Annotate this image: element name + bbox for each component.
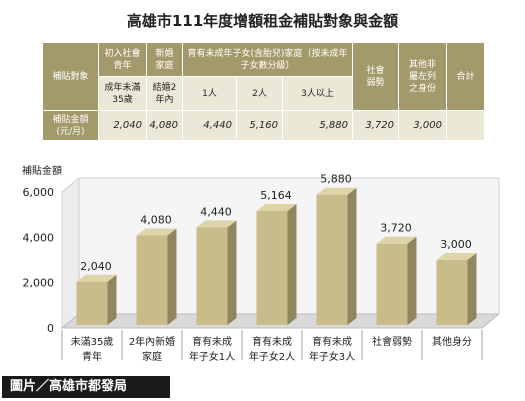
- y-tick-label: 0: [47, 322, 54, 335]
- x-tick-label: 育有未成: [312, 335, 352, 348]
- bar: [196, 227, 228, 325]
- bar-top: [196, 220, 237, 228]
- bar-side: [407, 236, 417, 325]
- group-children-label: 育有未成年子女(含胎兒)家庭（按未成年子女數分級）: [182, 42, 353, 77]
- group-total-label: 合計: [446, 42, 485, 111]
- y-tick-label: 6,000: [23, 186, 55, 199]
- data-label: 5,164: [260, 189, 292, 202]
- bar: [136, 235, 168, 325]
- amount-cell: 3,000: [398, 110, 447, 141]
- bar: [76, 281, 108, 325]
- group-newlywed-label: 新婚 家庭: [146, 42, 183, 77]
- bar-top: [316, 187, 357, 195]
- x-tick-label: 育有未成: [192, 335, 232, 348]
- x-tick-label: 育有未成: [252, 335, 292, 348]
- amount-cell: 2,040: [98, 110, 147, 141]
- amount-cell-total: [446, 110, 485, 141]
- chart-side-wall: [61, 176, 80, 330]
- data-label: 4,440: [200, 205, 232, 218]
- y-axis-label: 補貼金額: [22, 164, 62, 177]
- x-tick-label: 年子女1人: [189, 350, 235, 363]
- sub-label: 結婚2 年內: [152, 82, 177, 105]
- amount-cell: 4,080: [146, 110, 183, 141]
- data-label: 4,080: [140, 214, 172, 227]
- x-tick-label: 其他身分: [432, 335, 472, 348]
- y-tick-label: 2,000: [23, 277, 55, 290]
- data-label: 5,880: [320, 173, 352, 186]
- x-tick-label: 家庭: [142, 350, 162, 363]
- x-tick-label: 2年內新婚: [129, 335, 175, 348]
- chart-title: 高雄市111年度增額租金補貼對象與金額: [126, 12, 399, 30]
- bar-top: [436, 253, 477, 260]
- x-tick-label: 社會弱勢: [372, 335, 412, 348]
- bar-side: [167, 228, 177, 325]
- subsidy-table: 補貼對象 初入社會 青年 新婚 家庭 育有未成年子女(含胎兒)家庭（按未成年子女…: [42, 42, 485, 141]
- group-label: 初入社會 青年: [104, 48, 141, 71]
- bar-top: [376, 236, 417, 244]
- bar-top: [136, 228, 177, 236]
- sub-newlywed: 結婚2 年內: [146, 76, 183, 111]
- bar-side: [287, 203, 297, 325]
- bar-top: [76, 274, 117, 282]
- bar-top: [256, 203, 297, 211]
- photo-credit: 圖片／高雄市都發局: [2, 376, 170, 398]
- bar: [376, 243, 408, 325]
- group-label: 新婚 家庭: [155, 48, 174, 71]
- amount-cell: 3,720: [352, 110, 399, 141]
- y-tick-label: 4,000: [23, 231, 55, 244]
- x-tick-label: 年子女2人: [249, 350, 295, 363]
- group-label: 其他非 屬左列 之身份: [408, 59, 436, 94]
- bar: [316, 194, 348, 325]
- group-label: 社會 弱勢: [366, 65, 385, 88]
- x-tick-label: 青年: [82, 350, 102, 363]
- group-youth-label: 初入社會 青年: [98, 42, 147, 77]
- bar: [436, 260, 468, 325]
- data-label: 3,000: [440, 238, 472, 251]
- group-disadvantaged-label: 社會 弱勢: [352, 42, 399, 111]
- sub-children-3: 3人以上: [282, 76, 353, 111]
- x-tick-label: 年子女3人: [309, 350, 355, 363]
- data-label: 2,040: [80, 260, 112, 273]
- amount-header: 補貼金額 (元/月): [42, 110, 99, 141]
- sub-children-2: 2人: [236, 76, 283, 111]
- amount-cell: 5,160: [236, 110, 283, 141]
- sub-youth: 成年未滿 35歲: [98, 76, 147, 111]
- data-label: 3,720: [380, 222, 412, 235]
- bar-side: [227, 220, 237, 325]
- sub-label: 成年未滿 35歲: [104, 82, 141, 105]
- bar-side: [107, 274, 117, 325]
- bar-side: [347, 187, 357, 325]
- amount-header-label: 補貼金額 (元/月): [52, 114, 89, 137]
- x-tick-label: 未滿35歲: [71, 335, 114, 348]
- bar: [256, 210, 288, 325]
- bar-side: [467, 253, 477, 325]
- group-label: 育有未成年子女(含胎兒)家庭（按未成年子女數分級）: [187, 48, 348, 71]
